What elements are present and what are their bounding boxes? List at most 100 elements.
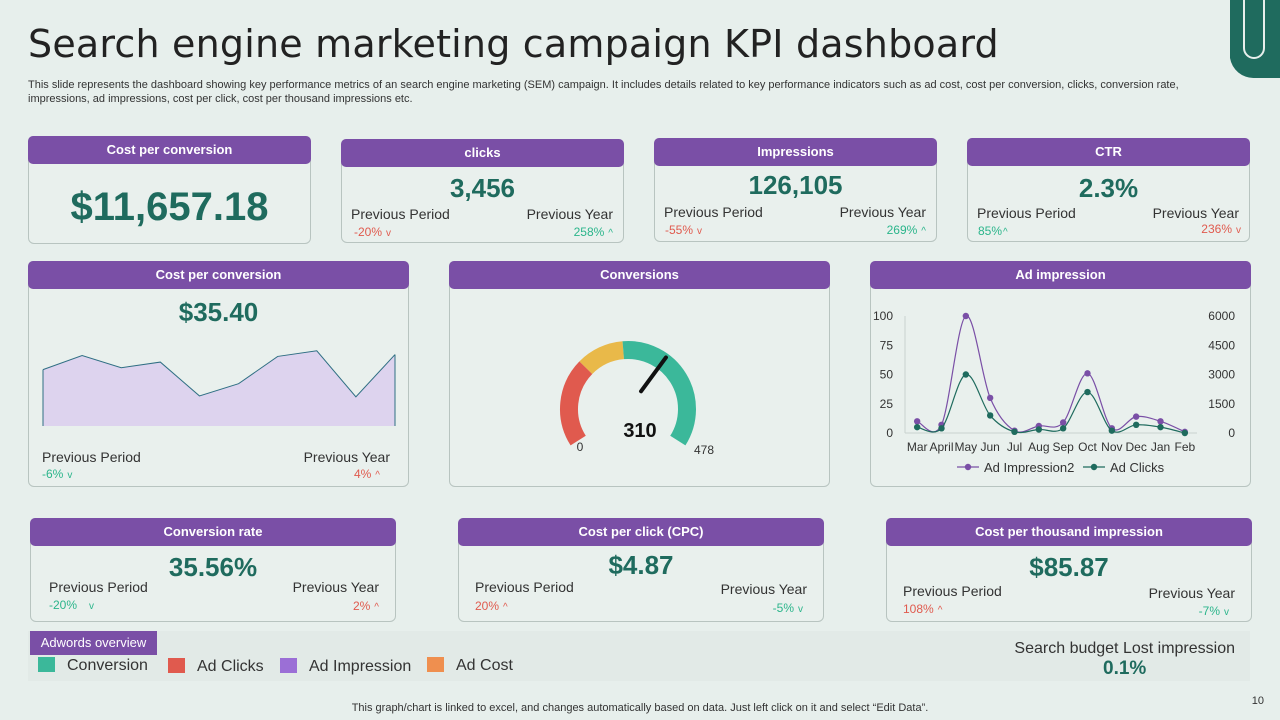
gauge-band-0 bbox=[560, 361, 593, 446]
previous-period-change: 108% ^ bbox=[903, 602, 942, 616]
kpi-card-cost-per-click: Cost per click (CPC) $4.87 Previous Peri… bbox=[458, 518, 824, 622]
legend-item-conversion: Conversion bbox=[38, 657, 148, 675]
arrow-down-icon: v bbox=[697, 226, 703, 237]
series-line-0 bbox=[916, 315, 1186, 433]
series-point bbox=[986, 394, 994, 402]
y-left-tick-label: 25 bbox=[880, 397, 894, 411]
kpi-value: $85.87 bbox=[1029, 552, 1109, 582]
arrow-down-icon: v bbox=[798, 604, 803, 615]
x-tick-label: Feb bbox=[1174, 440, 1195, 454]
previous-year-label: Previous Year bbox=[839, 204, 926, 220]
legend-label: Ad Clicks bbox=[197, 658, 264, 675]
previous-year-change: 2% ^ bbox=[353, 599, 379, 613]
kpi-card-impressions: Impressions 126,105 Previous Period Prev… bbox=[654, 138, 937, 242]
card-title: Cost per click (CPC) bbox=[458, 518, 824, 546]
previous-year-label: Previous Year bbox=[1148, 585, 1235, 601]
cost-per-conversion-area-chart bbox=[42, 350, 396, 426]
previous-period-label: Previous Period bbox=[977, 205, 1076, 221]
previous-year-label: Previous Year bbox=[526, 206, 613, 222]
legend-item-ad-cost: Ad Cost bbox=[427, 657, 513, 675]
gauge-min-label: 0 bbox=[577, 440, 584, 454]
arrow-up-icon: ^ bbox=[921, 226, 926, 237]
pct-value: 258% bbox=[573, 225, 605, 239]
previous-year-label: Previous Year bbox=[303, 449, 390, 465]
y-left-tick-label: 75 bbox=[880, 338, 894, 352]
x-tick-label: Aug bbox=[1028, 440, 1049, 454]
x-tick-label: Jul bbox=[1007, 440, 1022, 454]
page-subtitle: This slide represents the dashboard show… bbox=[28, 79, 1179, 105]
y-right-tick-label: 0 bbox=[1228, 426, 1235, 440]
gauge-needle bbox=[639, 355, 668, 394]
previous-year-label: Previous Year bbox=[1152, 205, 1239, 221]
pct-value: 269% bbox=[886, 223, 918, 237]
previous-period-label: Previous Period bbox=[351, 206, 450, 222]
pct-value: -20% bbox=[49, 598, 78, 612]
previous-period-change: 20% ^ bbox=[475, 599, 508, 613]
y-right-tick-label: 4500 bbox=[1208, 338, 1235, 352]
previous-year-change: 4% ^ bbox=[354, 467, 380, 481]
page-number: 10 bbox=[1251, 695, 1264, 707]
x-tick-label: April bbox=[929, 440, 953, 454]
legend-swatch bbox=[168, 658, 185, 673]
kpi-value: 35.56% bbox=[168, 552, 258, 582]
conversions-gauge: 310 0 478 bbox=[560, 341, 714, 457]
y-left-tick-label: 100 bbox=[873, 309, 893, 323]
series-point bbox=[1132, 413, 1140, 420]
gauge-max-label: 478 bbox=[694, 443, 714, 457]
legend-label: Ad Cost bbox=[456, 657, 513, 674]
previous-year-change: 258% ^ bbox=[574, 225, 613, 239]
series-point bbox=[1181, 429, 1189, 437]
gauge-value: 310 bbox=[623, 420, 656, 442]
legend-label: Ad Impression bbox=[309, 658, 412, 675]
arrow-down-icon: v bbox=[386, 228, 392, 239]
pct-value: -5% bbox=[772, 601, 794, 615]
card-title: Ad impression bbox=[870, 261, 1251, 289]
series-point bbox=[1084, 388, 1091, 396]
search-budget-label: Search budget Lost impression bbox=[1014, 640, 1235, 657]
previous-period-label: Previous Period bbox=[475, 579, 574, 595]
pct-value: 236% bbox=[1201, 222, 1232, 236]
previous-year-label: Previous Year bbox=[720, 581, 807, 597]
x-tick-label: Mar bbox=[907, 440, 928, 454]
pct-value: 4% bbox=[353, 467, 372, 481]
kpi-card-cost-per-thousand-impression: Cost per thousand impression $85.87 Prev… bbox=[886, 518, 1252, 622]
arrow-down-icon: v bbox=[67, 470, 73, 481]
arrow-up-icon: ^ bbox=[503, 602, 508, 613]
kpi-value: 126,105 bbox=[748, 170, 843, 200]
previous-period-label: Previous Period bbox=[42, 449, 141, 465]
previous-period-change: -20% v bbox=[354, 225, 391, 239]
page-title: Search engine marketing campaign KPI das… bbox=[28, 22, 999, 66]
pct-value: 85% bbox=[978, 224, 1003, 238]
previous-period-change: -6% v bbox=[42, 467, 72, 481]
pct-value: -20% bbox=[354, 225, 383, 239]
y-left-tick-label: 50 bbox=[880, 368, 894, 382]
legend-marker-0 bbox=[964, 463, 972, 471]
series-line-1 bbox=[917, 373, 1185, 434]
series-point bbox=[1035, 426, 1043, 433]
legend-swatch bbox=[38, 657, 55, 672]
arrow-up-icon: ^ bbox=[1003, 227, 1008, 238]
legend-marker-1 bbox=[1090, 463, 1098, 471]
card-title: Cost per conversion bbox=[28, 136, 311, 164]
legend-item-ad-impression: Ad Impression bbox=[280, 658, 411, 676]
series-point bbox=[1157, 418, 1164, 425]
y-right-tick-label: 6000 bbox=[1208, 309, 1235, 323]
previous-period-change: -55% v bbox=[665, 223, 702, 237]
kpi-value: 3,456 bbox=[449, 173, 516, 203]
kpi-value: $35.40 bbox=[178, 297, 259, 327]
previous-year-change: 269% ^ bbox=[887, 223, 926, 237]
y-right-tick-label: 3000 bbox=[1208, 368, 1235, 382]
pct-value: -7% bbox=[1198, 604, 1220, 618]
kpi-value: $4.87 bbox=[608, 550, 674, 580]
arrow-up-icon: ^ bbox=[375, 470, 380, 481]
previous-year-label: Previous Year bbox=[292, 579, 379, 595]
card-title: CTR bbox=[967, 138, 1250, 166]
footer-note: This graph/chart is linked to excel, and… bbox=[351, 702, 929, 714]
x-tick-label: Sep bbox=[1052, 440, 1074, 454]
x-tick-label: Dec bbox=[1125, 440, 1146, 454]
kpi-card-clicks: clicks 3,456 Previous Period Previous Ye… bbox=[341, 139, 624, 243]
pct-value: -6% bbox=[42, 467, 64, 481]
conversions-gauge-card: Conversions 310 0 478 bbox=[449, 261, 830, 487]
x-tick-label: Nov bbox=[1101, 440, 1122, 454]
